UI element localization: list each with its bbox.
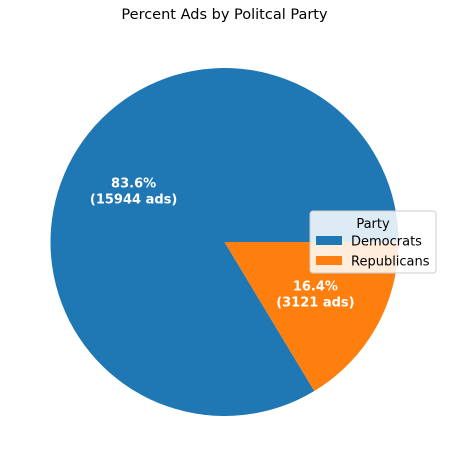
slice-percent-label: 83.6% [111,177,156,192]
legend: Party Democrats Republicans [309,210,437,274]
pie-slice-democrats [50,68,399,417]
slice-count-label: (3121 ads) [276,295,354,310]
legend-swatch-republicans [316,256,342,265]
chart-title: Percent Ads by Politcal Party [121,7,328,23]
pie-slice-republicans [224,242,399,392]
slice-label-republicans: 16.4% (3121 ads) [276,279,354,310]
pie-slice-labels: 83.6% (15944 ads) 16.4% (3121 ads) [90,177,355,311]
slice-count-label: (15944 ads) [90,193,177,208]
legend-title: Party [356,217,390,232]
legend-swatch-democrats [316,236,342,245]
legend-label-democrats: Democrats [351,235,422,250]
pie-slices [50,68,399,417]
slice-label-democrats: 83.6% (15944 ads) [90,177,177,208]
legend-label-republicans: Republicans [351,255,430,270]
slice-percent-label: 16.4% [293,279,338,294]
